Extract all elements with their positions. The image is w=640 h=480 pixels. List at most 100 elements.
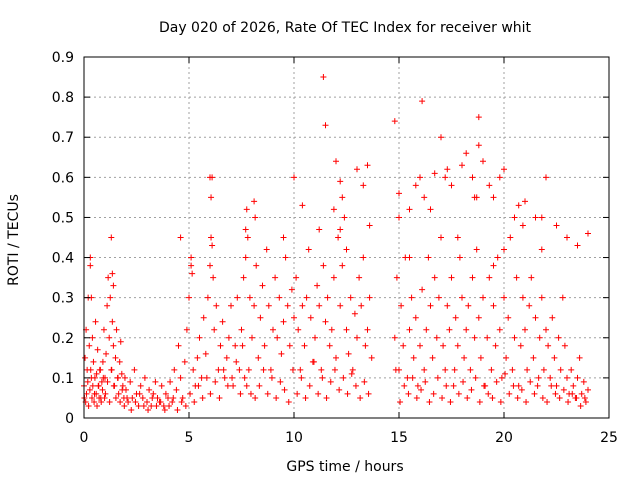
grid-lines	[84, 57, 609, 418]
data-point	[561, 342, 568, 349]
data-point	[455, 390, 462, 397]
data-point	[267, 366, 274, 373]
data-point	[337, 178, 344, 185]
data-point	[243, 206, 250, 213]
data-point	[146, 386, 153, 393]
data-point	[149, 394, 156, 401]
data-point	[328, 326, 335, 333]
data-point	[291, 174, 297, 181]
data-point	[306, 382, 313, 389]
data-point	[412, 182, 419, 189]
data-point	[129, 394, 136, 401]
data-point	[189, 270, 196, 277]
data-point	[433, 334, 440, 341]
data-point	[326, 342, 333, 349]
data-point	[361, 378, 368, 385]
data-point	[165, 394, 171, 401]
data-point	[518, 386, 525, 393]
data-point	[257, 314, 264, 321]
data-point	[343, 326, 350, 333]
data-point	[519, 294, 526, 301]
data-point	[177, 234, 184, 241]
x-tick-label: 25	[600, 430, 618, 446]
data-point	[412, 314, 419, 321]
data-point	[348, 370, 355, 377]
data-point	[90, 358, 97, 365]
data-point	[285, 398, 292, 405]
data-point	[333, 354, 339, 361]
data-point	[393, 274, 400, 281]
data-point	[536, 334, 543, 341]
data-point	[305, 246, 312, 253]
data-point	[475, 314, 482, 321]
data-point	[94, 402, 101, 409]
data-point	[454, 234, 461, 241]
data-point	[190, 366, 197, 373]
data-point	[492, 342, 499, 349]
data-point	[364, 162, 371, 169]
data-point	[396, 214, 402, 221]
data-point	[232, 342, 239, 349]
data-point	[144, 398, 150, 405]
data-point	[252, 214, 259, 221]
data-point	[564, 374, 570, 381]
data-point	[173, 386, 180, 393]
data-point	[302, 394, 309, 401]
data-point	[574, 242, 581, 249]
data-point	[102, 390, 109, 397]
data-point	[473, 194, 480, 201]
data-point	[256, 382, 263, 389]
data-point	[242, 254, 249, 261]
data-point	[278, 350, 285, 357]
data-point	[333, 158, 339, 165]
data-point	[417, 342, 423, 349]
data-point	[406, 254, 413, 261]
data-point	[297, 366, 304, 373]
data-point	[519, 222, 526, 229]
data-point	[174, 406, 181, 413]
data-point	[99, 358, 106, 365]
data-point	[490, 194, 497, 201]
data-point	[225, 334, 232, 341]
data-point	[358, 302, 365, 309]
data-point	[312, 334, 318, 341]
y-tick-label: 0.3	[52, 291, 74, 307]
data-point	[496, 174, 503, 181]
y-axis-label: ROTI / TECUs	[6, 194, 22, 286]
data-point	[113, 326, 120, 333]
data-point	[352, 382, 359, 389]
data-point	[477, 354, 484, 361]
y-tick-label: 0.2	[52, 331, 74, 347]
data-point	[210, 274, 217, 281]
data-point	[96, 394, 103, 401]
data-point	[103, 350, 110, 357]
data-point	[490, 262, 497, 269]
data-point	[177, 374, 184, 381]
y-tick-label: 0.1	[52, 371, 74, 387]
data-point	[532, 214, 539, 221]
data-point	[187, 390, 194, 397]
data-point	[170, 394, 177, 401]
data-point	[434, 374, 441, 381]
y-tick-label: 0.9	[52, 50, 74, 66]
data-point	[444, 302, 451, 309]
data-point	[238, 326, 245, 333]
data-point	[323, 394, 330, 401]
data-point	[161, 406, 168, 413]
data-point	[431, 274, 438, 281]
data-point	[94, 346, 101, 353]
data-point	[199, 394, 206, 401]
data-point	[549, 314, 556, 321]
data-point	[124, 394, 131, 401]
data-point	[442, 366, 449, 373]
data-point	[145, 406, 152, 413]
plot-frame	[83, 56, 610, 419]
data-point	[511, 334, 518, 341]
data-point	[217, 342, 224, 349]
data-point	[316, 226, 323, 233]
data-point	[320, 74, 327, 81]
data-point	[560, 386, 567, 393]
data-point	[515, 382, 522, 389]
data-point	[530, 354, 537, 361]
data-point	[339, 262, 346, 269]
